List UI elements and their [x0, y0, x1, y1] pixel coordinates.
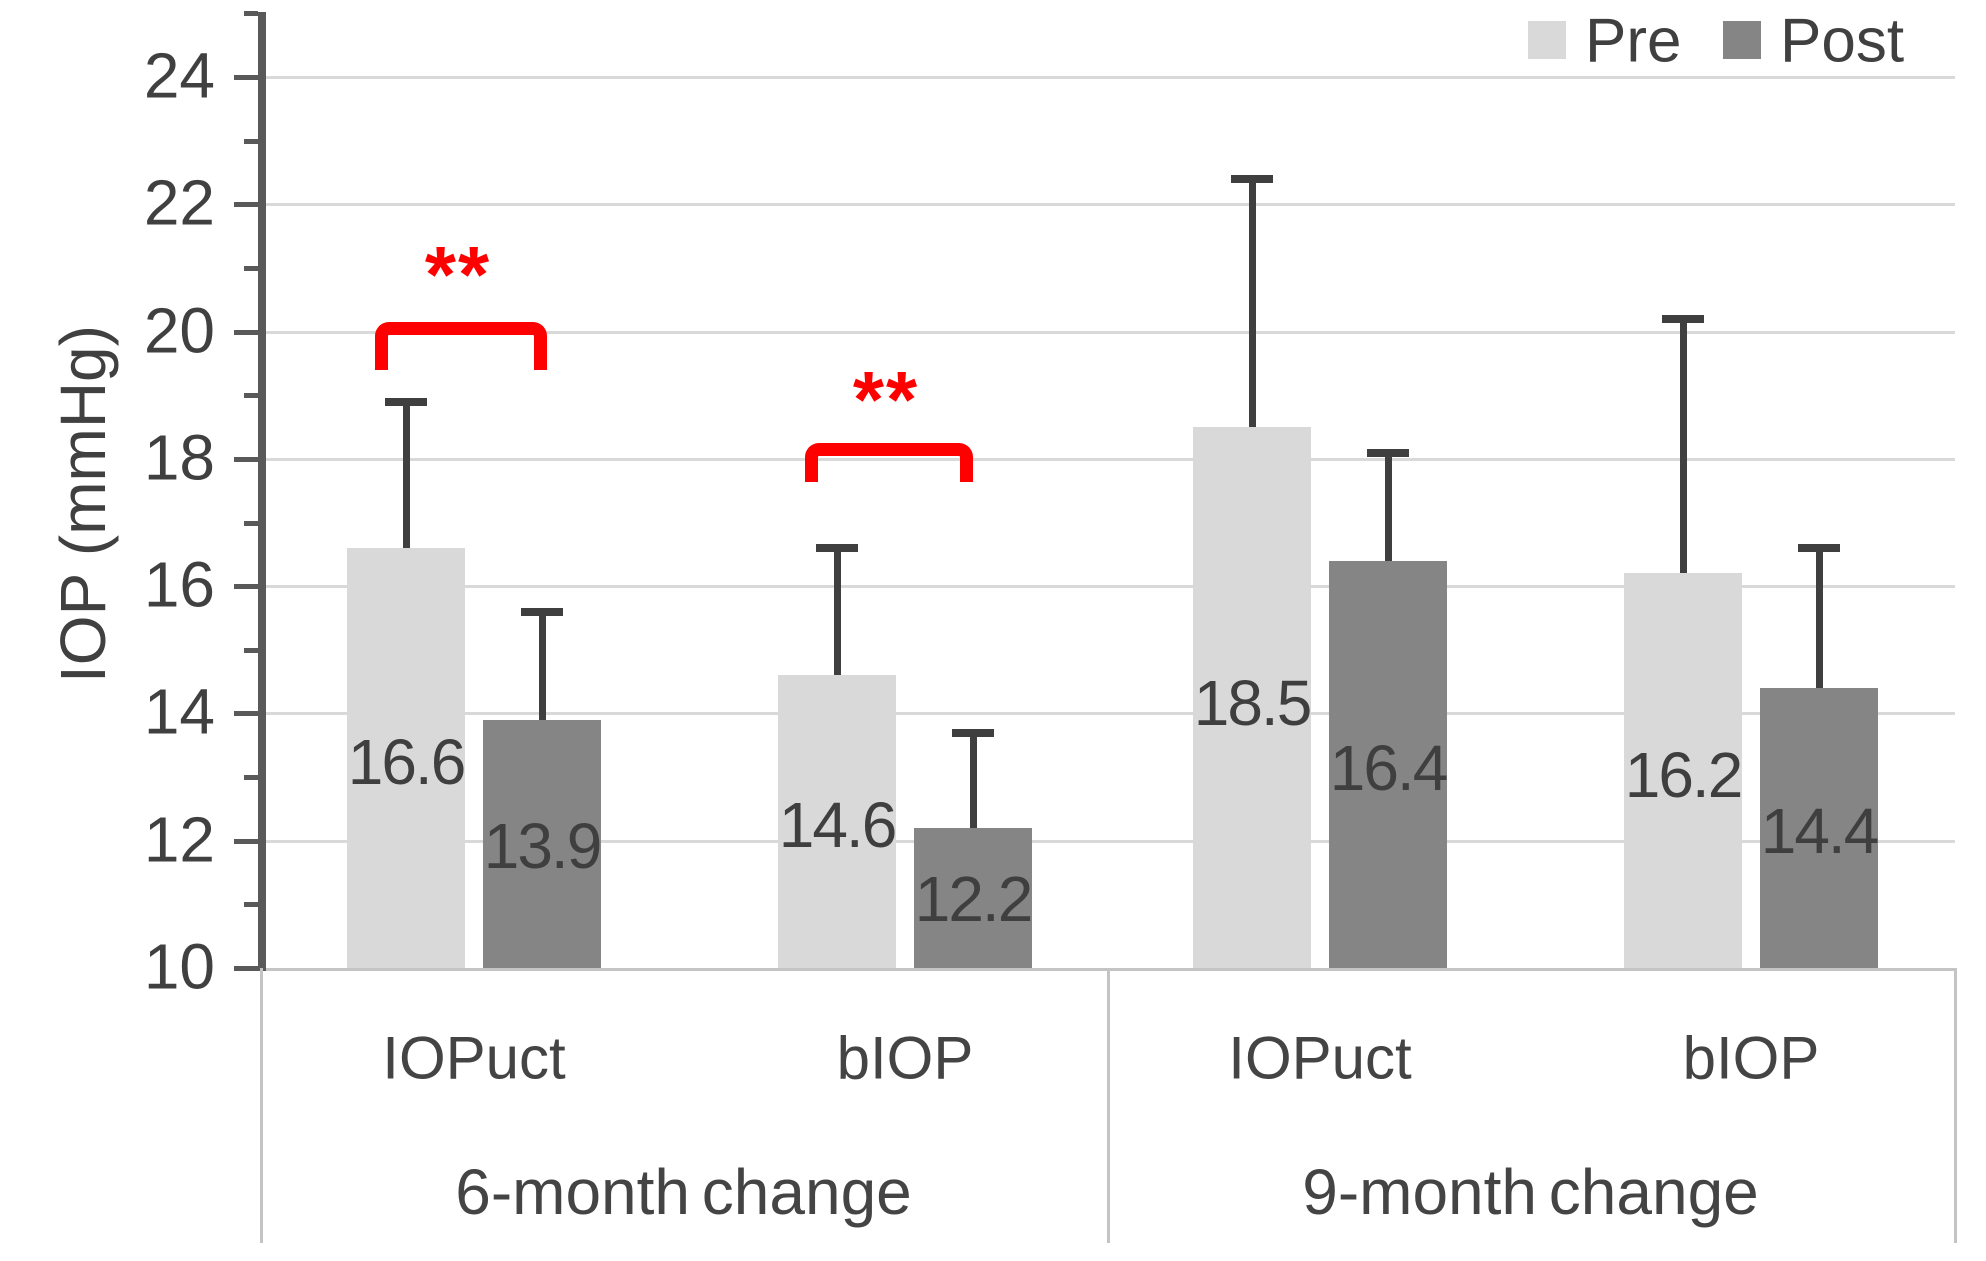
error-bar-stem — [402, 401, 410, 548]
y-major-tick-24 — [234, 75, 258, 81]
category-label-IOPuct-2: IOPuct — [1228, 1024, 1412, 1092]
bar-value-label: 16.2 — [1624, 738, 1744, 811]
category-label-bIOP-1: bIOP — [836, 1024, 974, 1092]
y-tick-label-10: 10 — [143, 930, 215, 1003]
error-bar-cap — [1231, 174, 1273, 183]
post-bar-bIOP-6-month — [914, 827, 1032, 968]
legend-swatch-post — [1723, 21, 1761, 59]
y-tick-label-12: 12 — [143, 803, 215, 876]
y-major-tick-18 — [234, 456, 258, 462]
table-divider-1 — [1107, 968, 1110, 1243]
error-bar-cap — [1367, 448, 1409, 457]
y-tick-label-16: 16 — [143, 548, 215, 621]
y-tick-label-22: 22 — [143, 166, 215, 239]
y-major-tick-12 — [234, 838, 258, 844]
significance-bracket-1 — [805, 443, 973, 482]
error-bar-stem — [1679, 318, 1687, 574]
pre-bar-IOPuct-6-month — [347, 547, 465, 968]
error-bar-stem — [1815, 547, 1823, 688]
significance-stars-1: ** — [852, 355, 920, 444]
y-minor-tick-19 — [244, 393, 258, 399]
post-bar-IOPuct-6-month — [483, 719, 601, 968]
error-bar-stem — [538, 611, 546, 720]
error-bar-stem — [969, 732, 977, 828]
gridline-16 — [262, 585, 1955, 589]
gridline-12 — [262, 839, 1955, 843]
error-bar-cap — [816, 543, 858, 552]
gridline-18 — [262, 457, 1955, 461]
y-minor-tick-11 — [244, 902, 258, 908]
y-tick-label-24: 24 — [143, 39, 215, 112]
y-minor-tick-21 — [244, 265, 258, 271]
significance-stars-0: ** — [424, 230, 492, 319]
error-bar-stem — [1384, 452, 1392, 561]
bar-value-label: 16.6 — [347, 726, 467, 799]
table-divider-0 — [260, 968, 263, 1243]
error-bar-cap — [1798, 543, 1840, 552]
gridline-14 — [262, 712, 1955, 716]
y-major-tick-14 — [234, 711, 258, 717]
legend-label-post: Post — [1780, 6, 1905, 76]
pre-bar-IOPuct-9-month — [1193, 427, 1311, 968]
category-label-bIOP-3: bIOP — [1682, 1024, 1820, 1092]
error-bar-stem — [833, 547, 841, 676]
bar-value-label: 14.4 — [1760, 794, 1880, 867]
pre-bar-bIOP-6-month — [778, 675, 896, 968]
y-major-tick-22 — [234, 202, 258, 208]
category-label-IOPuct-0: IOPuct — [382, 1024, 566, 1092]
y-major-tick-10 — [234, 966, 258, 971]
legend-swatch-pre — [1528, 21, 1566, 59]
significance-bracket-0 — [375, 322, 547, 370]
group-label-9-month: 9-month change — [1302, 1156, 1759, 1228]
y-tick-label-20: 20 — [143, 294, 215, 367]
x-axis-baseline — [258, 968, 1955, 971]
post-bar-IOPuct-9-month — [1329, 560, 1447, 968]
y-major-tick-20 — [234, 329, 258, 335]
gridline-24 — [262, 76, 1955, 80]
bar-value-label: 16.4 — [1329, 732, 1449, 805]
pre-bar-bIOP-9-month — [1624, 573, 1742, 968]
error-bar-cap — [952, 728, 994, 737]
legend-label-pre: Pre — [1585, 6, 1682, 76]
y-minor-tick-13 — [244, 775, 258, 781]
bar-value-label: 12.2 — [914, 863, 1034, 936]
error-bar-stem — [1248, 178, 1256, 428]
bar-value-label: 13.9 — [483, 810, 603, 883]
error-bar-cap — [385, 397, 427, 406]
y-tick-label-18: 18 — [143, 421, 215, 494]
y-minor-tick-25 — [244, 11, 258, 17]
y-minor-tick-17 — [244, 520, 258, 526]
y-major-tick-16 — [234, 584, 258, 590]
error-bar-cap — [521, 607, 563, 616]
group-label-6-month: 6-month change — [455, 1156, 912, 1228]
error-bar-cap — [1662, 314, 1704, 323]
y-minor-tick-15 — [244, 647, 258, 653]
bar-value-label: 18.5 — [1193, 666, 1313, 739]
table-divider-2 — [1954, 968, 1957, 1243]
gridline-22 — [262, 203, 1955, 207]
post-bar-bIOP-9-month — [1760, 687, 1878, 968]
y-axis-line — [258, 12, 266, 971]
gridline-20 — [262, 330, 1955, 334]
bar-value-label: 14.6 — [778, 788, 898, 861]
y-minor-tick-23 — [244, 138, 258, 144]
y-tick-label-14: 14 — [143, 675, 215, 748]
